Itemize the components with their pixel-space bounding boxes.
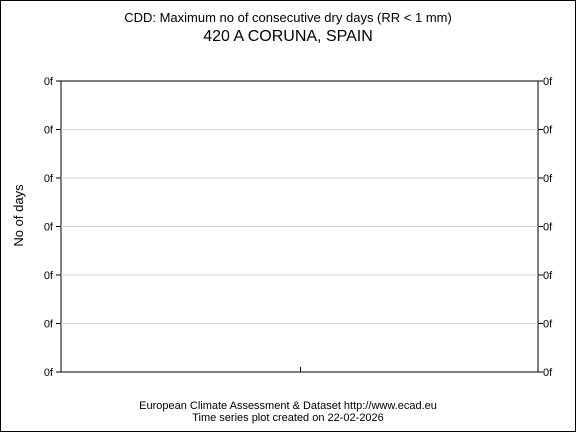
left-y-axis-labels: 0f 0f 0f 0f 0f 0f 0f [44, 76, 54, 379]
right-y-tick-label: 0f [543, 270, 553, 282]
right-y-tick-label: 0f [543, 76, 553, 88]
right-y-tick-label: 0f [543, 319, 553, 331]
grid-lines [61, 129, 538, 324]
left-y-tick-label: 0f [44, 173, 54, 185]
left-y-tick-label: 0f [44, 125, 54, 137]
right-y-tick-label: 0f [543, 222, 553, 234]
right-y-tick-label: 0f [543, 367, 553, 379]
right-y-axis-ticks [538, 80, 543, 373]
left-y-tick-label: 0f [44, 319, 54, 331]
right-y-axis-labels: 0f 0f 0f 0f 0f 0f 0f [543, 76, 553, 379]
right-y-tick-label: 0f [543, 173, 553, 185]
left-y-axis-ticks [56, 80, 61, 373]
left-y-tick-label: 0f [44, 76, 54, 88]
left-y-tick-label: 0f [44, 270, 54, 282]
left-y-tick-label: 0f [44, 367, 54, 379]
chart-subtitle: 420 A CORUNA, SPAIN [203, 28, 373, 45]
right-y-tick-label: 0f [543, 125, 553, 137]
left-y-tick-label: 0f [44, 222, 54, 234]
chart-title: CDD: Maximum no of consecutive dry days … [124, 10, 452, 25]
footer-created-date: Time series plot created on 22-02-2026 [192, 412, 384, 424]
y-axis-title: No of days [11, 184, 26, 247]
footer-source: European Climate Assessment & Dataset ht… [139, 400, 437, 412]
